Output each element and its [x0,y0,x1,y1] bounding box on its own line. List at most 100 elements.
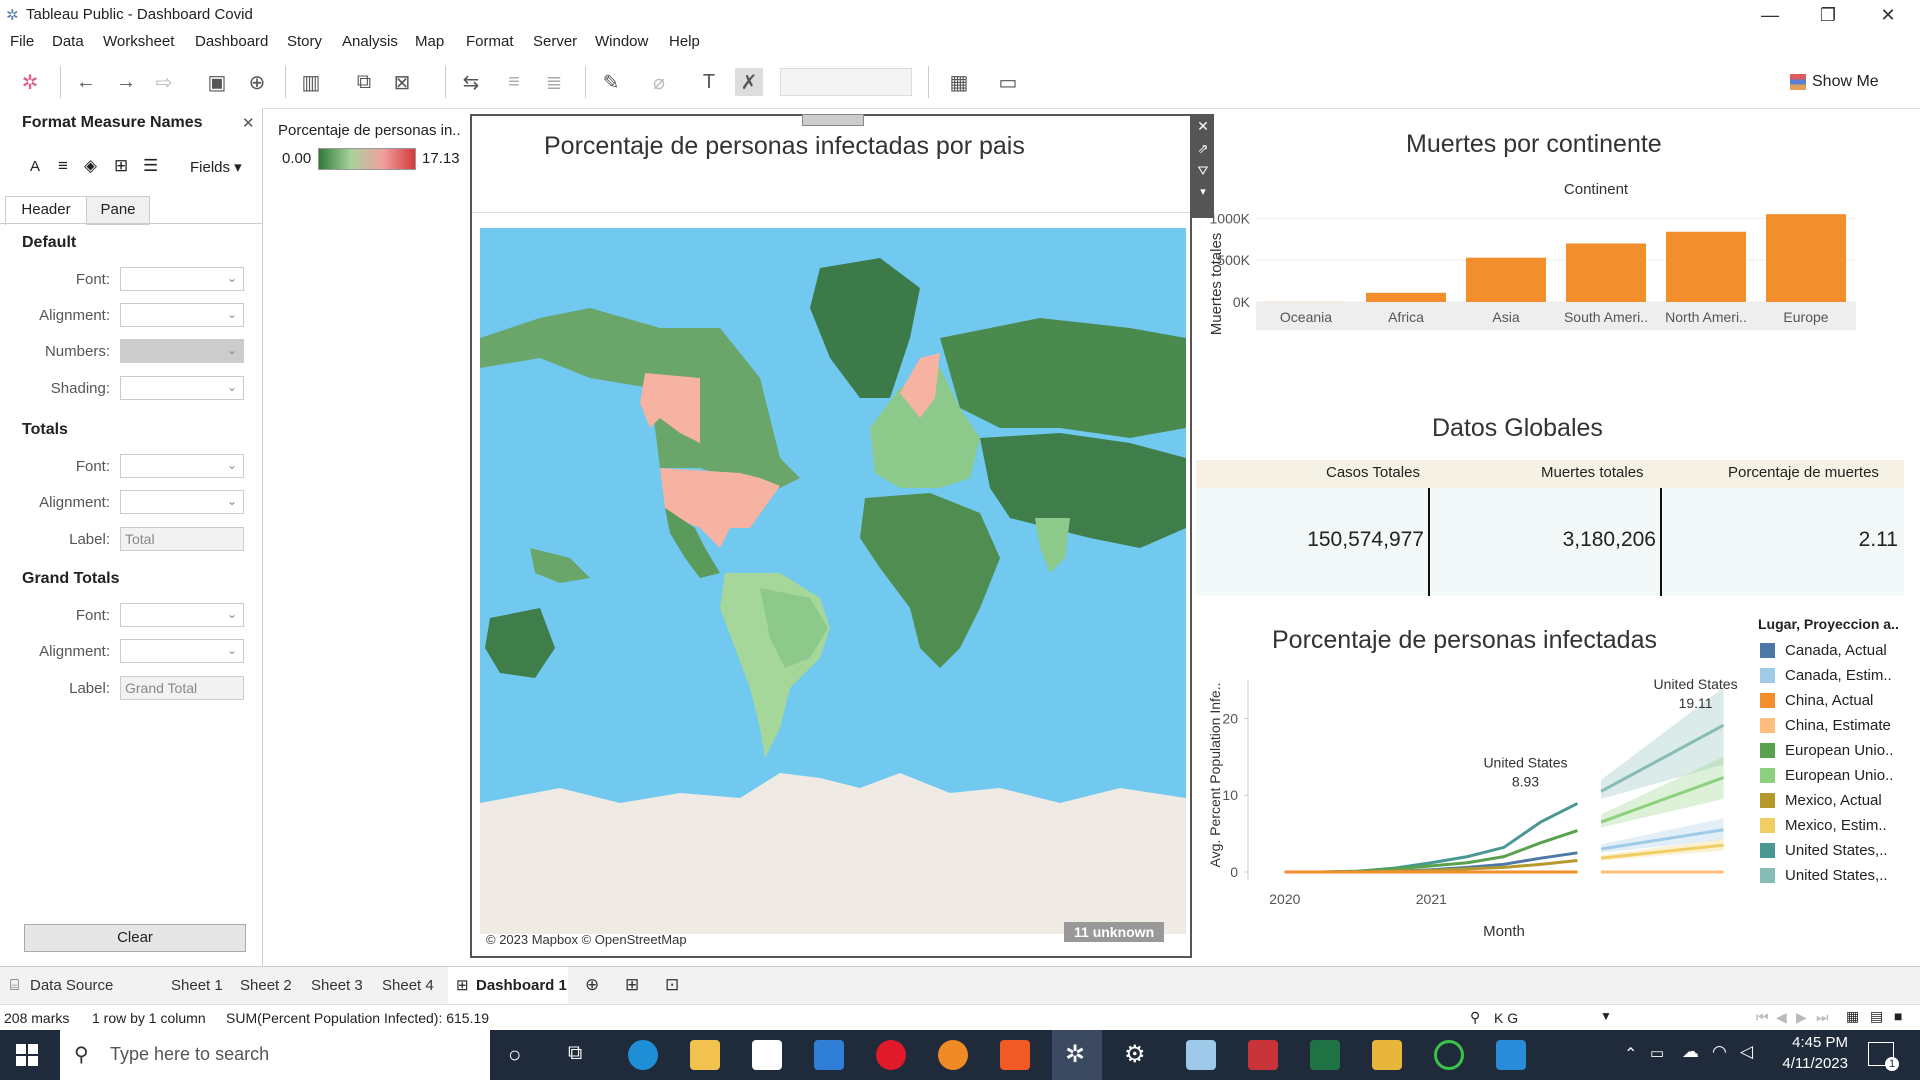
group-icon[interactable]: ⌀ [652,71,666,94]
edge-icon[interactable] [628,1040,658,1070]
font-format-icon[interactable]: A [30,158,41,175]
tab-header[interactable]: Header [5,196,87,225]
user-dropdown-icon[interactable]: ▼ [1600,1009,1612,1023]
infected-legend-item[interactable]: Mexico, Estim.. [1756,813,1920,838]
totals-alignment-dropdown[interactable]: ⌄ [120,490,244,514]
fix-axes-icon[interactable]: ✗ [735,68,763,96]
volume-icon[interactable]: ◁ [1740,1042,1754,1061]
close-icon[interactable]: ✕ [242,115,255,132]
infected-legend-item[interactable]: Canada, Actual [1756,638,1920,663]
infected-legend-item[interactable]: China, Estimate [1756,713,1920,738]
fields-dropdown[interactable]: Fields ▾ [190,159,242,176]
show-tabs-icon[interactable]: ■ [1894,1008,1903,1024]
presentation-icon[interactable]: ▭ [998,71,1018,94]
infected-legend-item[interactable]: Mexico, Actual [1756,788,1920,813]
world-map[interactable] [480,228,1186,934]
tab-dashboard-1[interactable]: ⊞ Dashboard 1 [448,967,568,1005]
show-me-button[interactable]: Show Me [1790,70,1879,94]
grand-totals-font-dropdown[interactable]: ⌄ [120,603,244,627]
clear-button[interactable]: Clear [24,924,246,952]
menu-format[interactable]: Format [466,33,514,50]
tab-sheet-1[interactable]: Sheet 1 [171,977,223,994]
notepad-icon[interactable] [1186,1040,1216,1070]
deaths-chart[interactable]: Continent Muertes totales 1000K 500K 0K Oc… [1196,172,1920,402]
fit-dropdown[interactable] [780,68,912,96]
tab-sheet-4[interactable]: Sheet 4 [382,977,434,994]
save-icon[interactable]: ▣ [207,71,227,94]
media-icon[interactable] [1248,1040,1278,1070]
menu-server[interactable]: Server [533,33,578,50]
color-legend[interactable]: Porcentaje de personas in.. 0.00 17.13 [270,118,470,178]
deaths-bar-1[interactable] [1366,292,1446,302]
start-icon[interactable] [16,1044,38,1066]
cloud-icon[interactable]: ☁ [1682,1042,1699,1061]
deaths-bar-3[interactable] [1566,243,1646,302]
last-sheet-icon[interactable]: ⏭ [1816,1009,1829,1025]
vscode-icon[interactable] [1496,1040,1526,1070]
infected-legend-item[interactable]: China, Actual [1756,688,1920,713]
notifications-icon[interactable]: 1 [1868,1042,1899,1071]
grand-totals-label-input[interactable]: Grand Total [120,676,244,700]
battery-icon[interactable]: ▭ [1650,1045,1665,1062]
infected-legend-item[interactable]: United States,.. [1756,838,1920,863]
redo-icon[interactable]: → [116,70,136,93]
cortana-icon[interactable]: ○ [508,1042,522,1067]
remove-zone-icon[interactable]: ✕ [1197,118,1209,134]
tableau-home-icon[interactable]: ✲ [21,71,39,94]
highlight-icon[interactable]: ✎ [602,71,620,94]
deaths-bar-2[interactable] [1466,257,1546,302]
totals-label-input[interactable]: Total [120,527,244,551]
mail-icon[interactable] [814,1040,844,1070]
refresh-app-icon[interactable] [1434,1040,1464,1070]
show-cards-icon[interactable]: ▦ [949,71,969,94]
tab-data-source[interactable]: Data Source [30,977,114,994]
clear-sheet-icon[interactable]: ⊠ [393,71,411,94]
menu-file[interactable]: File [10,33,35,50]
new-story-tab-icon[interactable]: ⊡ [665,975,680,994]
opera-icon[interactable] [876,1040,906,1070]
show-sheet-sorter-icon[interactable]: ▦ [1846,1008,1860,1024]
menu-story[interactable]: Story [287,33,323,50]
menu-worksheet[interactable]: Worksheet [103,33,175,50]
menu-dashboard[interactable]: Dashboard [195,33,269,50]
open-zone-icon[interactable]: ⇗ [1197,141,1209,156]
taskbar-search[interactable]: ⚲ Type here to search [60,1030,490,1080]
excel-icon[interactable] [1310,1040,1340,1070]
file-explorer-icon[interactable] [690,1040,720,1070]
tab-sheet-2[interactable]: Sheet 2 [240,977,292,994]
infected-chart[interactable]: Avg. Percent Population Infe.. Month 20 1… [1196,660,1756,950]
infected-legend-item[interactable]: United States,.. [1756,863,1920,888]
lines-format-icon[interactable]: ☰ [143,156,159,175]
tray-chevron-icon[interactable]: ⌃ [1624,1046,1638,1063]
menu-map[interactable]: Map [415,33,445,50]
default-alignment-dropdown[interactable]: ⌄ [120,303,244,327]
new-worksheet-tab-icon[interactable]: ⊕ [585,975,600,994]
swap-icon[interactable]: ⇆ [462,71,480,94]
menu-window[interactable]: Window [595,33,649,50]
tableau-taskbar-icon[interactable]: ✲ [1052,1030,1102,1080]
store-icon[interactable] [752,1040,782,1070]
duplicate-sheet-icon[interactable]: ⧉ [356,70,372,93]
borders-format-icon[interactable]: ⊞ [114,156,129,175]
new-worksheet-icon[interactable]: ▥ [301,71,321,94]
close-button[interactable]: ✕ [1880,4,1896,25]
tools-icon[interactable] [1372,1040,1402,1070]
alignment-format-icon[interactable]: ≡ [58,156,68,175]
default-font-dropdown[interactable]: ⌄ [120,267,244,291]
infected-legend-item[interactable]: Canada, Estim.. [1756,663,1920,688]
zone-drag-handle[interactable] [802,114,864,126]
filter-zone-icon[interactable]: ⛛ [1197,163,1209,178]
new-dashboard-tab-icon[interactable]: ⊞ [625,975,640,994]
wifi-icon[interactable]: ◠ [1712,1042,1727,1061]
undo-icon[interactable]: ← [76,70,96,93]
firefox-icon[interactable] [938,1040,968,1070]
menu-analysis[interactable]: Analysis [342,33,398,50]
minimize-button[interactable]: — [1761,4,1779,25]
infected-legend-item[interactable]: European Unio.. [1756,763,1920,788]
shading-format-icon[interactable]: ◈ [84,156,98,175]
status-user[interactable]: K G [1494,1010,1519,1026]
menu-data[interactable]: Data [52,33,84,50]
maximize-button[interactable]: ❐ [1819,4,1837,25]
tab-pane[interactable]: Pane [86,196,150,225]
task-view-icon[interactable]: ⧉ [568,1042,583,1064]
